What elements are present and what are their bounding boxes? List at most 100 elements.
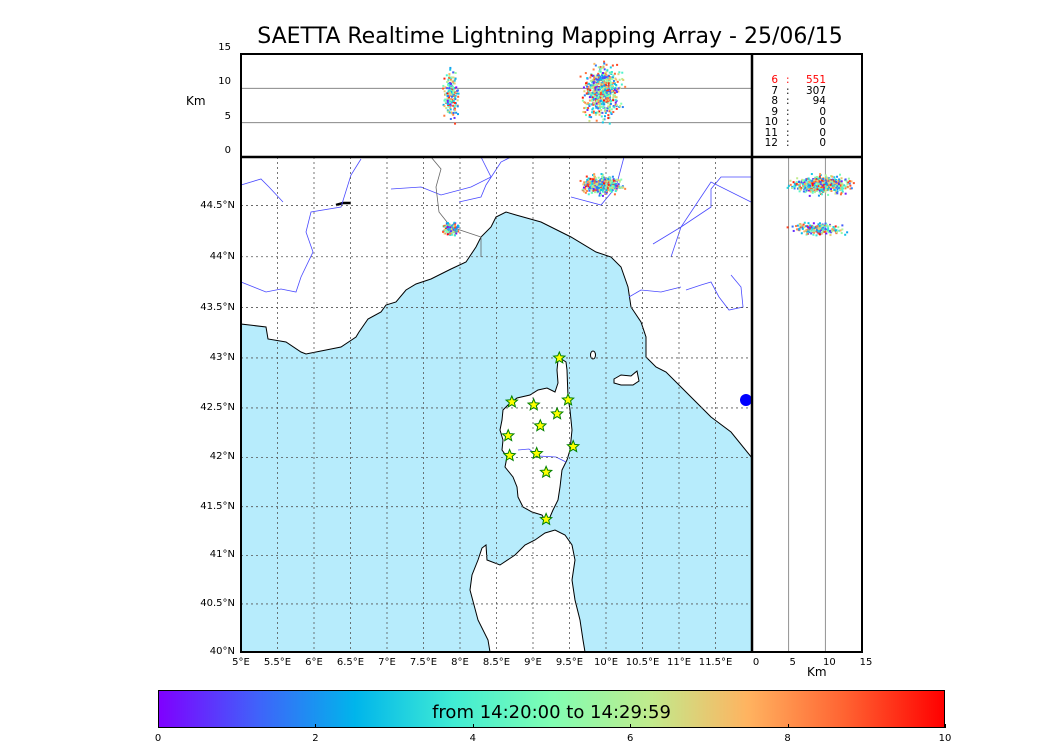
lightning-point-altitude-lon	[443, 90, 446, 93]
lightning-point-altitude-lon	[590, 103, 593, 106]
lightning-point-altitude-lat	[812, 225, 815, 228]
lightning-point-altitude-lat	[835, 231, 838, 234]
lightning-point-altitude-lon	[618, 78, 621, 81]
lightning-point-altitude-lon	[617, 90, 620, 93]
lightning-point-altitude-lon	[587, 90, 590, 93]
lightning-point-altitude-lat	[795, 225, 798, 228]
lightning-point-altitude-lon	[583, 90, 586, 93]
lightning-point-map	[584, 181, 587, 184]
coastlines	[240, 156, 753, 653]
lightning-point-altitude-lon	[592, 75, 595, 78]
lightning-point-altitude-lat	[833, 183, 836, 186]
lightning-point-altitude-lon	[453, 116, 456, 119]
lightning-point-altitude-lat	[822, 180, 825, 183]
lightning-point-altitude-lat	[790, 187, 793, 190]
lightning-point-altitude-lon	[587, 92, 590, 95]
lightning-point-altitude-lat	[846, 183, 849, 186]
lightning-point-altitude-lon	[612, 97, 615, 100]
source-count: 94	[812, 95, 826, 107]
lightning-point-altitude-lat	[808, 194, 811, 197]
lightning-point-altitude-lon	[581, 96, 584, 99]
lightning-point-altitude-lat	[812, 188, 815, 191]
lightning-point-altitude-lon	[621, 77, 624, 80]
lightning-point-map	[602, 176, 605, 179]
lightning-point-altitude-lon	[446, 110, 449, 113]
lightning-point-altitude-lon	[601, 66, 604, 69]
lightning-point-altitude-lon	[613, 91, 616, 94]
lightning-point-altitude-lat	[844, 233, 847, 236]
lightning-point-map	[617, 179, 620, 182]
lightning-point-altitude-lon	[603, 75, 606, 78]
lightning-point-altitude-lat	[826, 184, 829, 187]
lightning-point-map	[587, 187, 590, 190]
lightning-point-altitude-lon	[602, 66, 605, 69]
lightning-point-altitude-lon	[583, 94, 586, 97]
lightning-point-map	[595, 186, 598, 189]
lightning-point-altitude-lat	[804, 191, 807, 194]
lightning-point-altitude-lat	[818, 180, 821, 183]
lightning-point-map	[452, 225, 455, 228]
lightning-point-map	[581, 188, 584, 191]
lightning-point-altitude-lat	[818, 222, 821, 225]
lightning-point-altitude-lat	[839, 185, 842, 188]
lightning-point-map	[586, 183, 589, 186]
lightning-point-altitude-lon	[592, 102, 595, 105]
lightning-point-map	[585, 189, 588, 192]
lightning-point-map	[601, 174, 604, 177]
lightning-point-altitude-lon	[603, 73, 606, 76]
lightning-point-altitude-lon	[452, 76, 455, 79]
lightning-point-altitude-lat	[802, 190, 805, 193]
lightning-point-altitude-lon	[614, 96, 617, 99]
lightning-point-altitude-lon	[593, 84, 596, 87]
lightning-point-altitude-lat	[819, 178, 822, 181]
lightning-point-altitude-lon	[614, 98, 617, 101]
lightning-point-map	[584, 188, 587, 191]
lightning-point-altitude-lon	[444, 93, 447, 96]
lightning-point-altitude-lon	[600, 78, 603, 81]
lightning-point-altitude-lat	[828, 180, 831, 183]
lightning-point-altitude-lat	[828, 182, 831, 185]
station-number: 9	[771, 105, 778, 118]
lightning-point-altitude-lat	[817, 223, 820, 226]
lightning-point-altitude-lat	[807, 222, 810, 225]
lightning-point-altitude-lat	[803, 179, 806, 182]
lightning-point-altitude-lon	[612, 74, 615, 77]
mainland	[240, 156, 753, 460]
lightning-point-altitude-lon	[601, 95, 604, 98]
lightning-point-map	[607, 186, 610, 189]
lightning-point-altitude-lon	[602, 91, 605, 94]
lightning-point-map	[608, 186, 611, 189]
lightning-point-altitude-lat	[812, 233, 815, 236]
lightning-point-map	[602, 182, 605, 185]
lightning-point-altitude-lat	[831, 228, 834, 231]
lightning-point-altitude-lat	[809, 179, 812, 182]
lightning-point-altitude-lat	[796, 224, 799, 227]
lightning-point-map	[620, 178, 623, 181]
lightning-point-altitude-lat	[819, 183, 822, 186]
lightning-point-altitude-lat	[834, 185, 837, 188]
lightning-point-map	[597, 190, 600, 193]
lightning-point-altitude-lat	[841, 186, 844, 189]
lightning-point-altitude-lon	[597, 107, 600, 110]
lightning-point-altitude-lon	[605, 96, 608, 99]
altitude-tick-label: 10	[218, 76, 231, 88]
lightning-point-altitude-lat	[850, 180, 853, 183]
lightning-point-altitude-lon	[599, 96, 602, 99]
lightning-point-altitude-lon	[595, 104, 598, 107]
lightning-point-altitude-lon	[609, 92, 612, 95]
lightning-point-altitude-lat	[834, 189, 837, 192]
lightning-point-altitude-lon	[588, 96, 591, 99]
side-km-tick-label: 0	[752, 657, 760, 668]
lightning-point-altitude-lat	[820, 227, 823, 230]
lightning-point-map	[583, 183, 586, 186]
lightning-point-altitude-lon	[596, 74, 599, 77]
lightning-point-altitude-lat	[850, 187, 853, 190]
lightning-point-map	[585, 185, 588, 188]
lightning-point-altitude-lat	[831, 178, 834, 181]
lightning-point-altitude-lon	[604, 77, 607, 80]
lightning-point-map	[582, 183, 585, 186]
lightning-point-map	[599, 183, 602, 186]
lightning-point-altitude-lat	[810, 188, 813, 191]
lightning-point-altitude-lon	[596, 78, 599, 81]
river	[670, 181, 752, 258]
